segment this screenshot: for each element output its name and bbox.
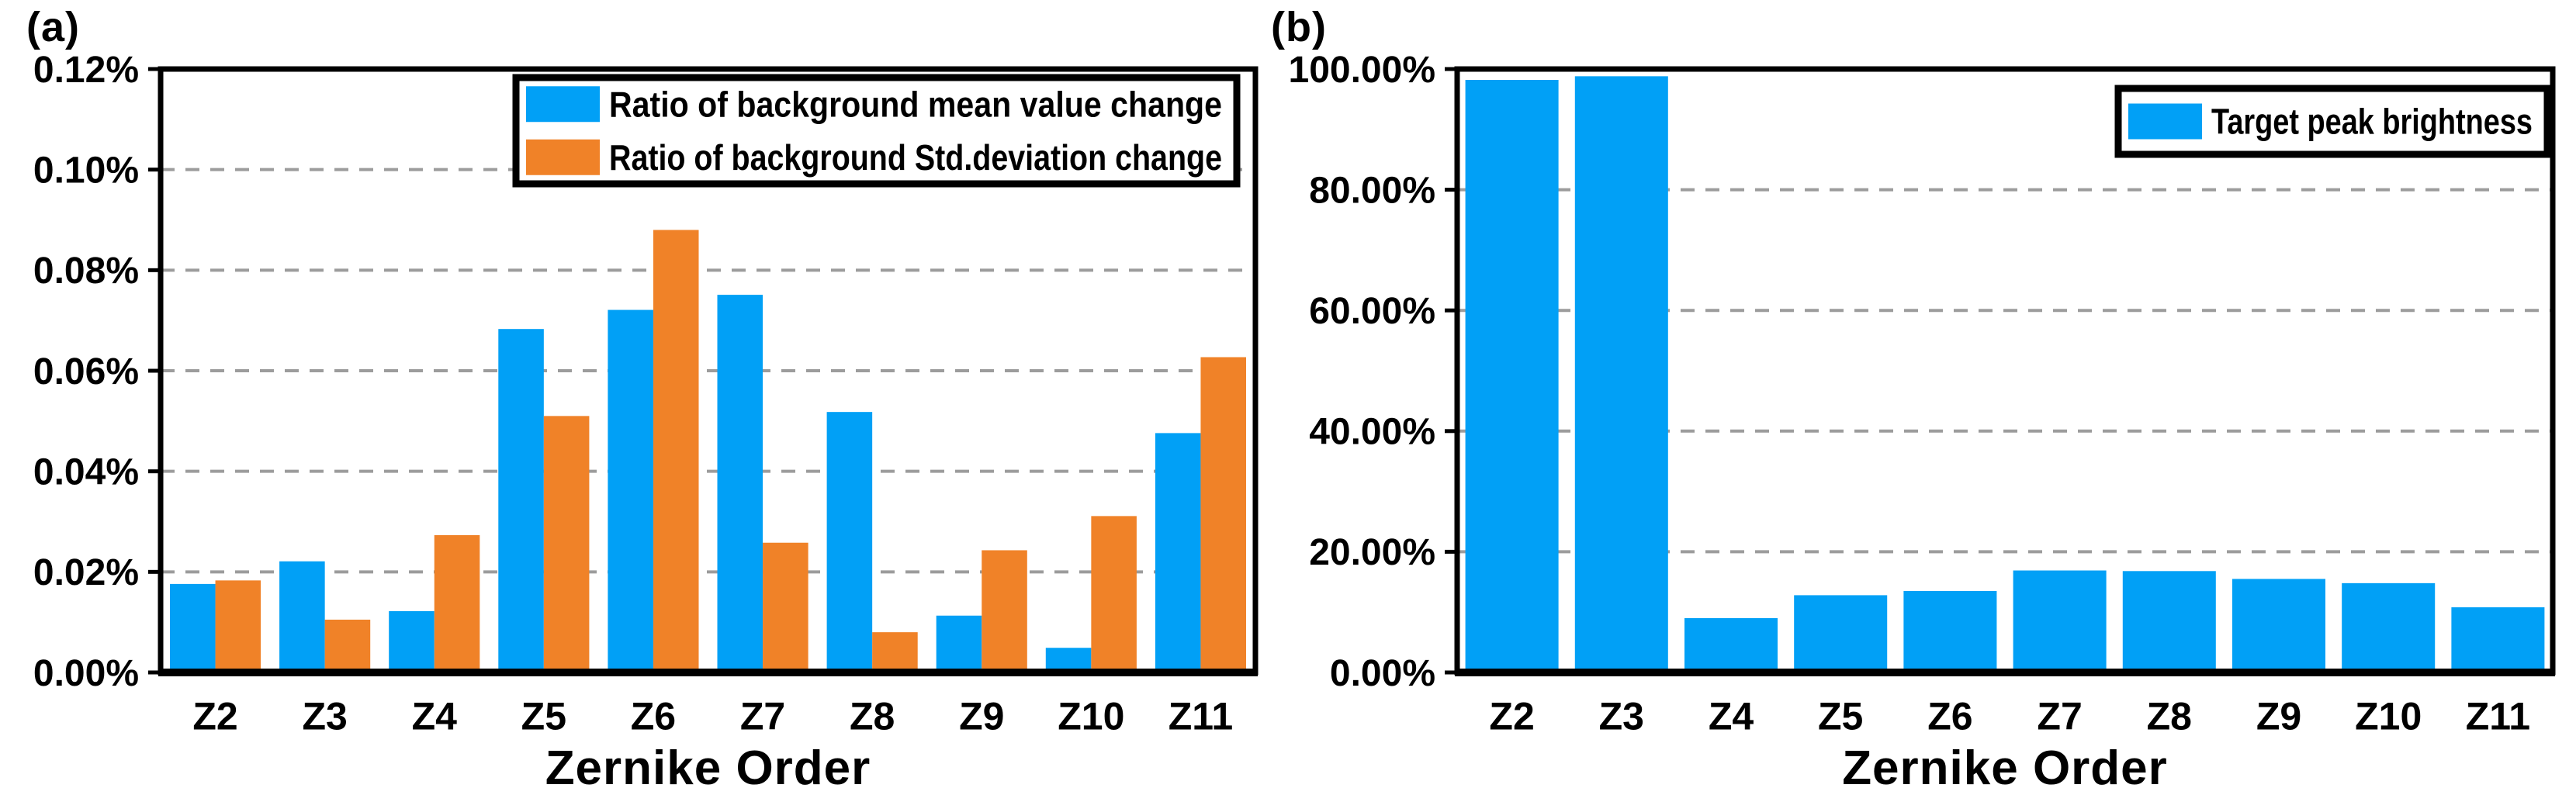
bar-Z8-series-0 bbox=[826, 412, 873, 672]
x-tick-label-Z8: Z8 bbox=[850, 695, 895, 738]
x-tick-label-Z3: Z3 bbox=[302, 695, 347, 738]
bar-Z3-series-0 bbox=[279, 561, 325, 672]
bar-Z11-series-0 bbox=[1155, 433, 1201, 672]
x-tick-label-Z11: Z11 bbox=[1169, 695, 1233, 738]
bar-Z11-series-0 bbox=[2451, 607, 2545, 672]
bar-Z8-series-1 bbox=[872, 632, 918, 672]
y-tick-label: 0.08% bbox=[33, 251, 139, 292]
bar-Z4-series-0 bbox=[389, 610, 435, 672]
bar-Z10-series-0 bbox=[1045, 648, 1092, 672]
y-tick-label: 0.02% bbox=[33, 552, 139, 593]
y-tick-label: 100.00% bbox=[1289, 50, 1436, 91]
bar-Z7-series-0 bbox=[2013, 570, 2107, 672]
x-tick-label-Z10: Z10 bbox=[1058, 695, 1124, 738]
x-tick-label-Z9: Z9 bbox=[959, 695, 1004, 738]
x-tick-label-Z5: Z5 bbox=[521, 695, 566, 738]
bar-Z7-series-0 bbox=[717, 295, 763, 672]
legend-label: Ratio of background mean value change bbox=[609, 84, 1222, 124]
y-tick-label: 0.12% bbox=[33, 50, 139, 91]
x-tick-label-Z2: Z2 bbox=[192, 695, 237, 738]
y-tick-label: 0.06% bbox=[33, 351, 139, 392]
bar-Z9-series-1 bbox=[982, 550, 1027, 672]
x-tick-label-Z6: Z6 bbox=[631, 695, 676, 738]
legend-swatch-blue bbox=[2128, 103, 2202, 140]
y-tick-label: 80.00% bbox=[1309, 170, 1435, 211]
y-tick-label: 0.04% bbox=[33, 451, 139, 493]
bar-Z2-series-1 bbox=[215, 580, 261, 672]
bar-Z7-series-1 bbox=[763, 542, 808, 672]
bar-Z3-series-0 bbox=[1574, 76, 1668, 672]
bar-Z6-series-0 bbox=[1903, 590, 1997, 672]
bar-Z4-series-0 bbox=[1684, 617, 1778, 672]
bar-Z6-series-0 bbox=[608, 309, 653, 672]
legend-swatch-orange bbox=[526, 139, 600, 175]
y-tick-label: 40.00% bbox=[1309, 412, 1435, 453]
x-tick-label-Z3: Z3 bbox=[1599, 695, 1644, 738]
y-tick-label: 60.00% bbox=[1309, 291, 1435, 332]
x-tick-label-Z7: Z7 bbox=[2037, 695, 2082, 738]
legend-label: Target peak brightness bbox=[2211, 102, 2533, 142]
bar-Z11-series-1 bbox=[1200, 357, 1247, 672]
y-tick-label: 0.00% bbox=[33, 653, 139, 694]
x-axis-title-(b): Zernike Order bbox=[1842, 741, 2168, 795]
x-tick-label-Z7: Z7 bbox=[740, 695, 785, 738]
bar-Z9-series-0 bbox=[2231, 579, 2326, 672]
x-tick-label-Z4: Z4 bbox=[1709, 695, 1754, 738]
panel-label-b: (b) bbox=[1271, 4, 1327, 50]
bar-Z3-series-1 bbox=[324, 619, 371, 672]
x-tick-label-Z4: Z4 bbox=[412, 695, 458, 738]
x-tick-label-Z2: Z2 bbox=[1489, 695, 1534, 738]
x-tick-label-Z10: Z10 bbox=[2355, 695, 2422, 738]
x-tick-label-Z6: Z6 bbox=[1927, 695, 1972, 738]
bar-Z10-series-0 bbox=[2342, 582, 2436, 672]
x-tick-label-Z11: Z11 bbox=[2466, 695, 2530, 738]
legend-swatch-blue bbox=[526, 86, 600, 123]
bar-Z5-series-0 bbox=[1794, 595, 1888, 672]
legend-box bbox=[512, 74, 1241, 188]
y-tick-label: 20.00% bbox=[1309, 532, 1435, 573]
bar-Z6-series-1 bbox=[653, 230, 699, 672]
y-tick-label: 0.10% bbox=[33, 150, 139, 191]
bar-Z8-series-0 bbox=[2122, 571, 2216, 672]
x-tick-label-Z5: Z5 bbox=[1818, 695, 1863, 738]
bar-Z9-series-0 bbox=[936, 615, 982, 672]
bar-Z2-series-0 bbox=[169, 583, 216, 672]
bar-Z10-series-1 bbox=[1091, 516, 1137, 672]
x-axis-title-(a): Zernike Order bbox=[545, 741, 871, 795]
panel-label-a: (a) bbox=[26, 4, 80, 50]
bar-Z2-series-0 bbox=[1465, 80, 1559, 672]
bar-Z4-series-1 bbox=[434, 535, 480, 672]
bar-Z5-series-0 bbox=[498, 329, 544, 672]
legend-label: Ratio of background Std.deviation change bbox=[609, 137, 1222, 178]
x-tick-label-Z8: Z8 bbox=[2147, 695, 2192, 738]
y-tick-label: 0.00% bbox=[1330, 653, 1435, 694]
bar-Z5-series-1 bbox=[543, 416, 590, 672]
x-tick-label-Z9: Z9 bbox=[2256, 695, 2301, 738]
